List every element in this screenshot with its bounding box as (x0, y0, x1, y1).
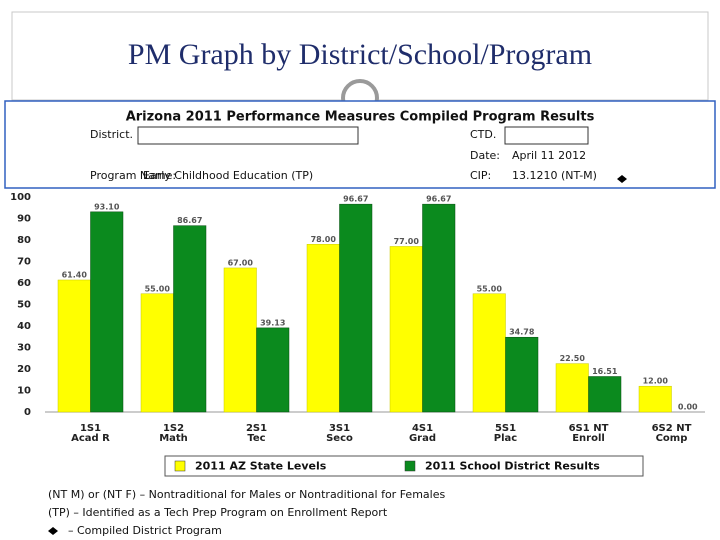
value-label: 93.10 (94, 202, 120, 211)
y-tick-label: 30 (17, 343, 31, 354)
x-tick-label: 4S1 (412, 423, 433, 434)
bar (339, 203, 373, 413)
y-tick-label: 50 (17, 300, 31, 311)
value-label: 61.40 (62, 270, 88, 279)
district-field (137, 126, 359, 145)
y-tick-label: 100 (10, 192, 31, 203)
program: Early Childhood Education (TP) (143, 169, 313, 182)
cip: 13.1210 (NT-M) (512, 169, 597, 182)
header-heading: Arizona 2011 Performance Measures Compil… (126, 110, 595, 125)
value-label: 39.13 (260, 318, 285, 327)
value-label: 77.00 (394, 237, 420, 246)
x-tick-label: Grad (409, 433, 436, 444)
cip-label: CIP: (470, 169, 491, 182)
x-tick-label: Seco (326, 433, 353, 444)
x-tick-label: Enroll (572, 433, 605, 444)
x-tick-label: Plac (494, 433, 518, 444)
y-tick-label: 60 (17, 278, 31, 289)
x-tick-label: 2S1 (246, 423, 267, 434)
x-tick-label: 6S1 NT (569, 423, 609, 434)
x-tick-label: 3S1 (329, 423, 350, 434)
slide-title: PM Graph by District/School/Program (128, 38, 592, 71)
bar (422, 203, 456, 413)
bar (472, 293, 506, 413)
x-tick-label: 1S1 (80, 423, 101, 434)
value-label: 96.67 (343, 195, 368, 204)
bar (223, 267, 257, 413)
bar (638, 385, 672, 413)
ctd-label: CTD. (470, 128, 496, 141)
x-tick-label: Tec (247, 433, 265, 444)
y-tick-label: 80 (17, 235, 31, 246)
note: (TP) – Identified as a Tech Prep Program… (48, 506, 388, 519)
bar (57, 279, 91, 413)
value-label: 0.00 (678, 403, 698, 412)
note: – Compiled District Program (68, 524, 222, 537)
x-tick-label: Acad R (71, 433, 110, 444)
value-label: 78.00 (311, 235, 337, 244)
x-tick-label: 6S2 NT (652, 423, 692, 434)
bar (140, 293, 174, 413)
value-label: 22.50 (560, 354, 586, 363)
value-label: 55.00 (145, 284, 171, 293)
bar (389, 246, 423, 413)
bar (588, 376, 622, 413)
y-tick-label: 70 (17, 257, 31, 268)
value-label: 16.51 (592, 367, 618, 376)
diamond-icon (617, 175, 627, 183)
y-tick-label: 20 (17, 364, 31, 375)
y-tick-label: 90 (17, 214, 31, 225)
legend-box (164, 455, 644, 477)
district-label: District. (90, 128, 133, 141)
bar (505, 336, 539, 413)
bar (306, 244, 340, 413)
bar (173, 225, 207, 413)
y-tick-label: 40 (17, 321, 31, 332)
x-tick-label: 1S2 (163, 423, 184, 434)
bar (555, 363, 589, 413)
y-tick-label: 0 (24, 407, 31, 418)
bar (90, 211, 124, 413)
legend-swatch (404, 460, 416, 472)
legend-label: 2011 School District Results (425, 460, 600, 473)
legend-label: 2011 AZ State Levels (195, 460, 327, 473)
date: April 11 2012 (512, 149, 586, 162)
legend-swatch (174, 460, 186, 472)
diamond-icon (48, 527, 58, 535)
x-tick-label: Math (159, 433, 188, 444)
x-tick-label: Comp (656, 433, 688, 444)
header-box (4, 100, 716, 189)
ctd-field (504, 126, 589, 145)
y-tick-label: 10 (17, 386, 31, 397)
value-label: 86.67 (177, 216, 202, 225)
program-label: Program Name: (90, 169, 176, 182)
x-tick-label: 5S1 (495, 423, 516, 434)
value-label: 67.00 (228, 258, 254, 267)
value-label: 96.67 (426, 195, 451, 204)
value-label: 55.00 (477, 284, 503, 293)
date-label: Date: (470, 149, 500, 162)
value-label: 12.00 (643, 377, 669, 386)
bar (256, 327, 290, 413)
note: (NT M) or (NT F) – Nontraditional for Ma… (48, 488, 445, 501)
value-label: 34.78 (509, 328, 535, 337)
